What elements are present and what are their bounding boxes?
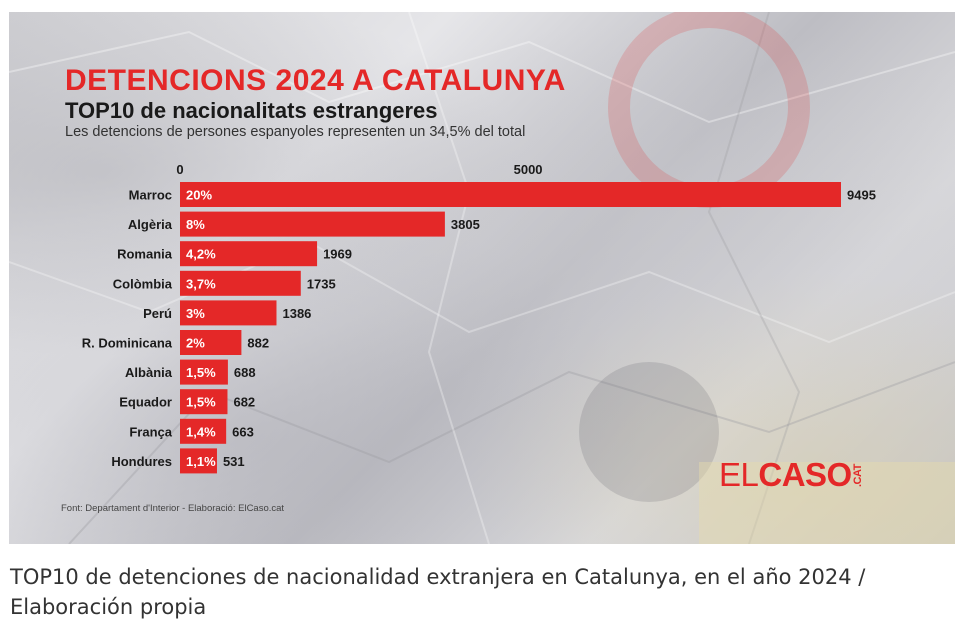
- bar-1: [180, 211, 445, 237]
- bar-4: [180, 300, 277, 326]
- bar-0: [180, 182, 841, 207]
- x-tick-label: 0: [176, 162, 183, 177]
- chart-title: DETENCIONS 2024 A CATALUNYA: [65, 64, 566, 97]
- category-label: Colòmbia: [113, 276, 173, 291]
- category-label: Albània: [125, 365, 173, 380]
- percent-label: 1,1%: [186, 454, 216, 469]
- logo-caso: CASO: [758, 456, 852, 493]
- category-label: Perú: [143, 306, 172, 321]
- logo-cat: .CAT: [851, 464, 864, 487]
- bar-chart: 0 5000 Marroc 20% 9495 Algèria 8% 3805 Romania 4,…: [82, 162, 876, 474]
- chart-note: Les detencions de persones espanyoles re…: [65, 124, 526, 140]
- category-label: Marroc: [129, 188, 172, 203]
- bar-3: [180, 270, 301, 296]
- logo-el: EL: [719, 456, 759, 493]
- image-caption: TOP10 de detenciones de nacionalidad ext…: [10, 565, 866, 619]
- value-label: 531: [223, 454, 245, 469]
- percent-label: 3%: [186, 306, 205, 321]
- value-label: 1969: [323, 247, 352, 262]
- percent-label: 1,5%: [186, 395, 216, 410]
- category-label: Equador: [119, 395, 172, 410]
- percent-label: 8%: [186, 217, 205, 232]
- bar-6: [180, 359, 228, 385]
- bar-9: [180, 448, 217, 474]
- elcaso-logo: ELCASO.CAT: [719, 456, 875, 494]
- value-label: 882: [247, 336, 269, 351]
- value-label: 663: [232, 424, 254, 439]
- value-label: 682: [233, 395, 255, 410]
- bar-5: [180, 330, 242, 355]
- bar-7: [180, 389, 228, 415]
- category-label: Romania: [117, 247, 173, 262]
- category-label: Hondures: [111, 454, 172, 469]
- x-tick-label: 5000: [514, 162, 543, 177]
- chart-figure: 0 5000 Marroc 20% 9495 Algèria 8% 3805 Romania 4,…: [9, 12, 955, 544]
- percent-label: 2%: [186, 336, 205, 351]
- value-label: 9495: [847, 188, 876, 203]
- value-label: 3805: [451, 217, 480, 232]
- percent-label: 3,7%: [186, 276, 216, 291]
- bar-2: [180, 241, 318, 267]
- bar-8: [180, 418, 227, 444]
- value-label: 1735: [307, 276, 336, 291]
- category-label: França: [129, 424, 172, 439]
- value-label: 688: [234, 365, 256, 380]
- chart-source: Font: Departament d'Interior - Elaboraci…: [61, 503, 285, 514]
- percent-label: 4,2%: [186, 247, 216, 262]
- percent-label: 20%: [186, 188, 212, 203]
- percent-label: 1,4%: [186, 424, 216, 439]
- category-label: Algèria: [128, 217, 173, 232]
- value-label: 1386: [282, 306, 311, 321]
- chart-subtitle: TOP10 de nacionalitats estrangeres: [65, 98, 438, 123]
- category-label: R. Dominicana: [82, 336, 173, 351]
- percent-label: 1,5%: [186, 365, 216, 380]
